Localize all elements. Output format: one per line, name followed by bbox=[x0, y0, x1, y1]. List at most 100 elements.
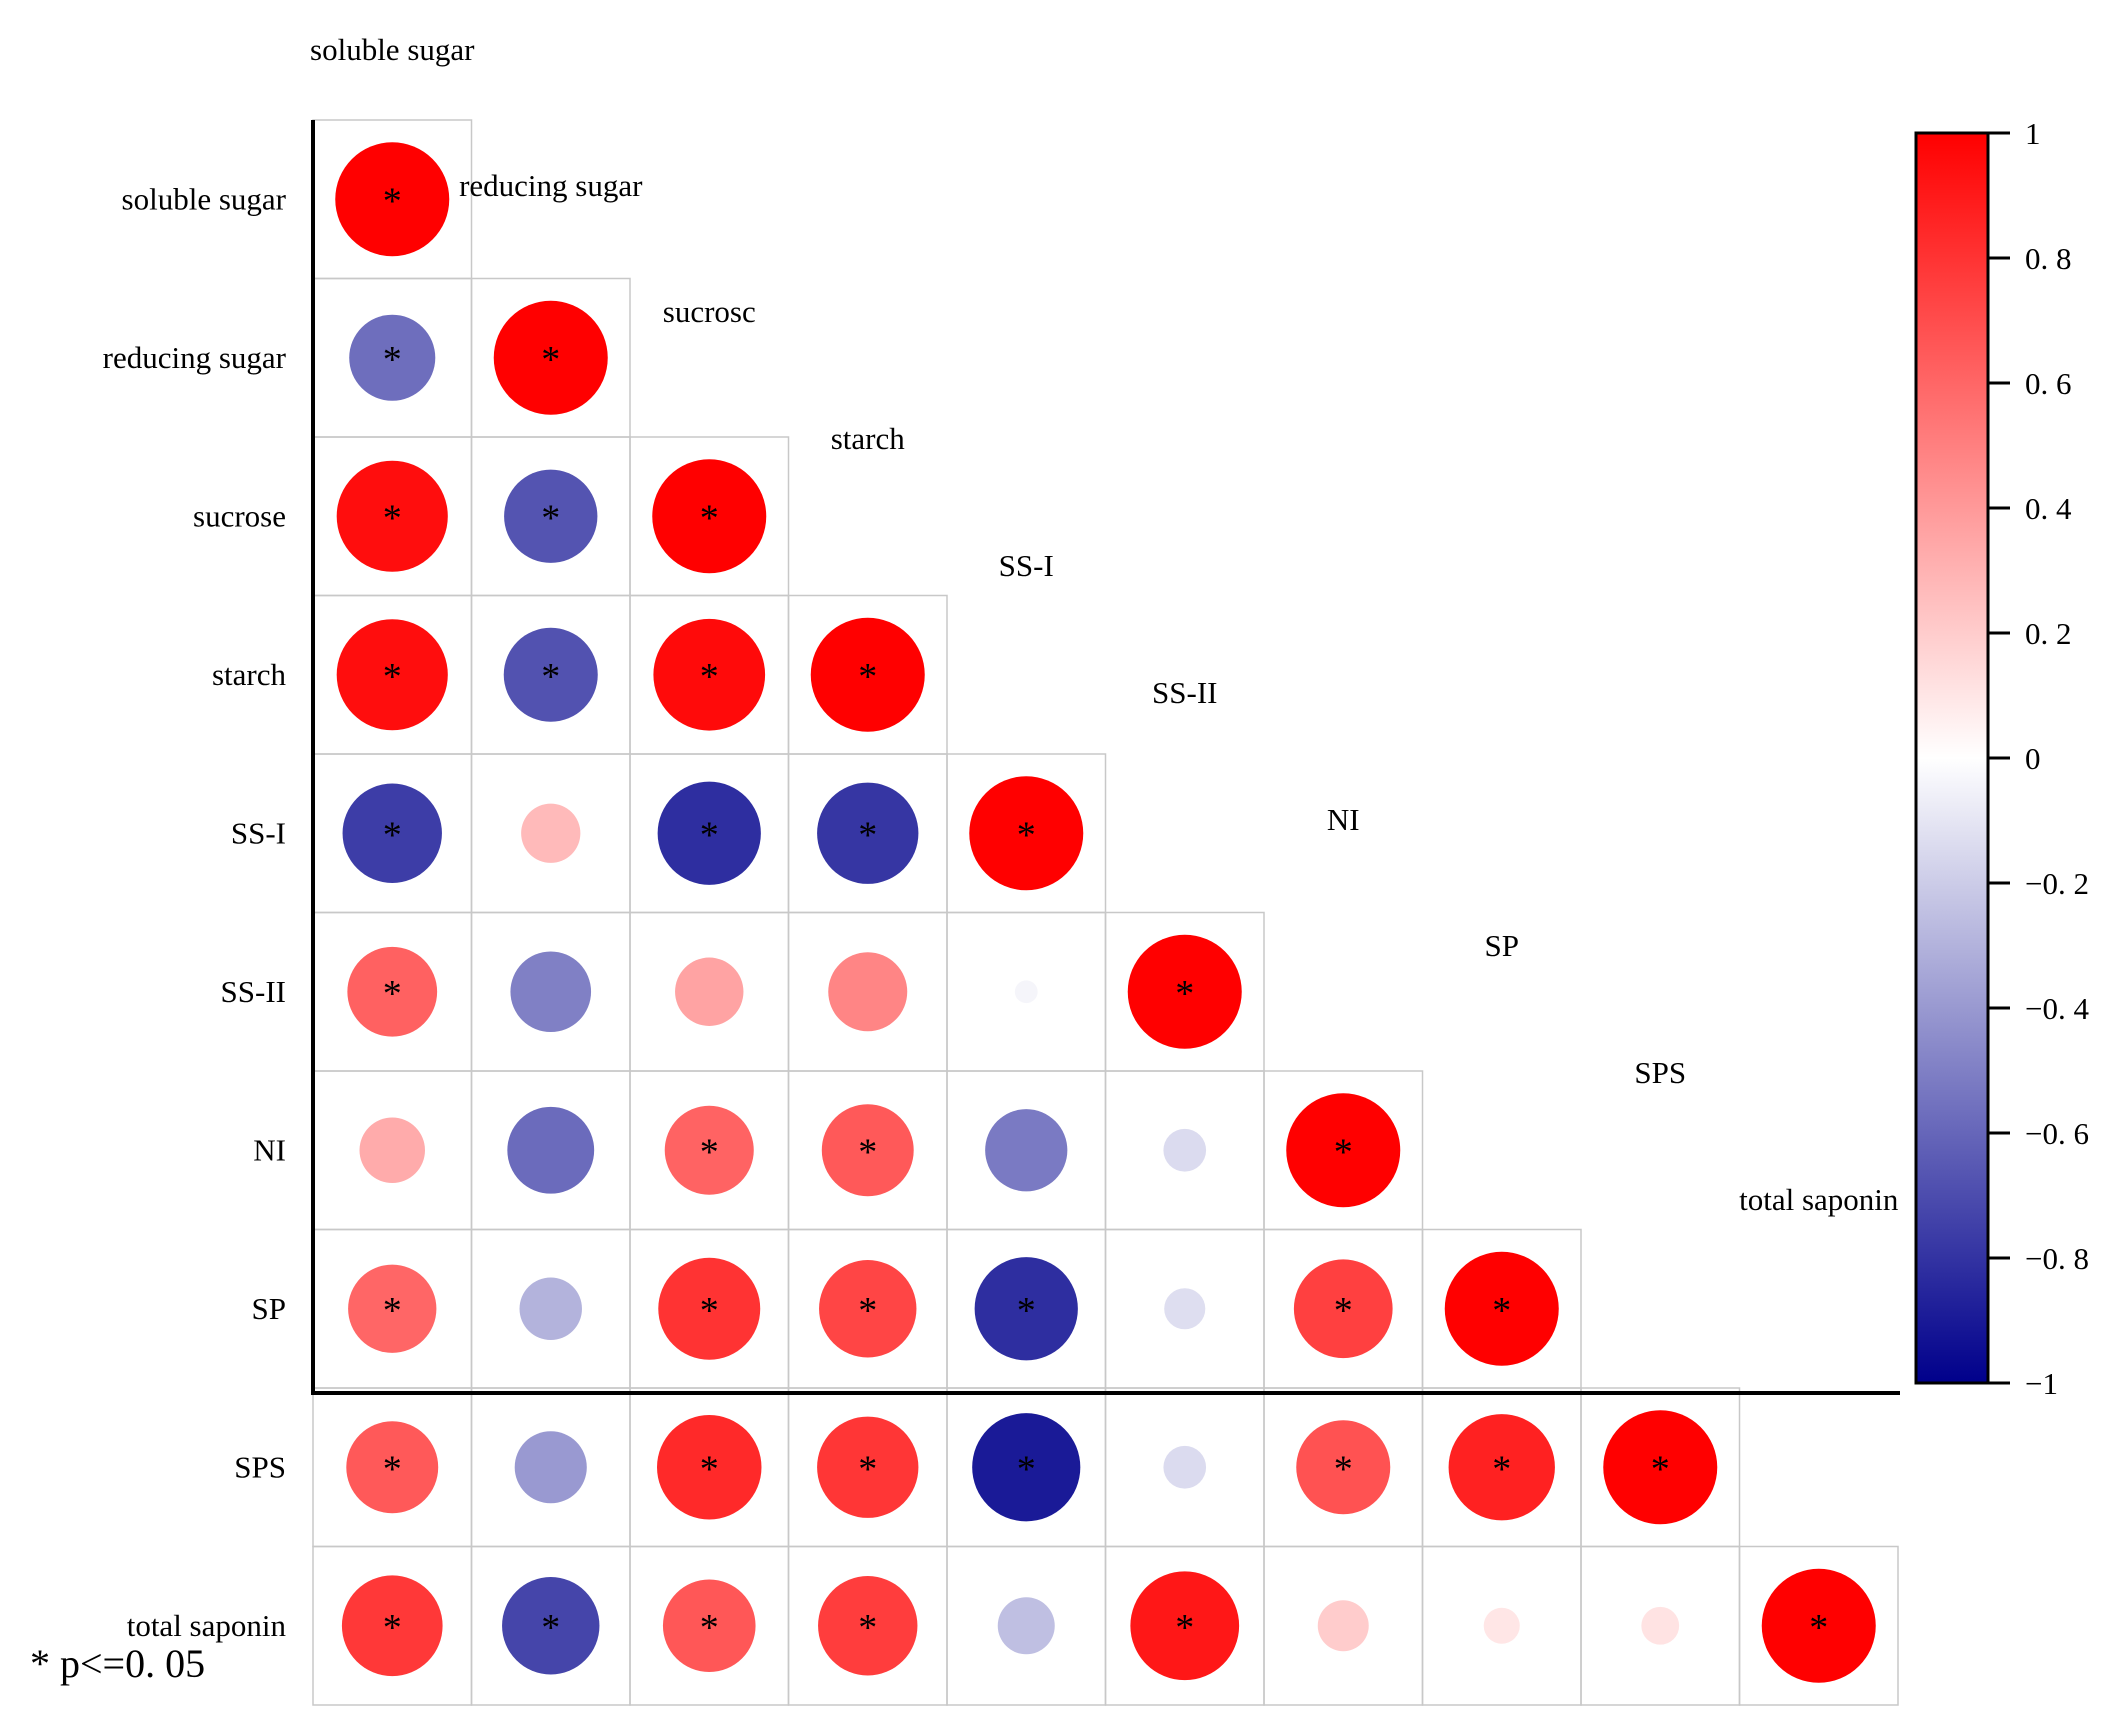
correlation-circle-8-8 bbox=[1603, 1410, 1718, 1525]
colorbar-tick-label: −0. 2 bbox=[2025, 866, 2089, 901]
correlation-circle-9-3 bbox=[818, 1576, 918, 1676]
significance-marker: * bbox=[1017, 1290, 1036, 1332]
correlation-circle-4-4 bbox=[969, 776, 1084, 891]
correlation-circle-8-5 bbox=[1163, 1445, 1207, 1489]
correlation-circle-2-0 bbox=[336, 460, 448, 572]
row-label: sucrose bbox=[193, 498, 286, 533]
row-label: reducing sugar bbox=[103, 340, 287, 375]
significance-marker: * bbox=[1017, 814, 1036, 856]
correlation-circle-6-0 bbox=[359, 1117, 425, 1183]
significance-marker: * bbox=[858, 1131, 877, 1173]
significance-marker: * bbox=[858, 1607, 877, 1649]
diagonal-label: NI bbox=[1327, 802, 1360, 837]
colorbar-tick-label: −0. 4 bbox=[2025, 991, 2089, 1026]
significance-marker: * bbox=[383, 1290, 402, 1332]
significance-marker: * bbox=[383, 180, 402, 222]
correlation-circle-5-5 bbox=[1127, 934, 1242, 1049]
colorbar-tick-label: −0. 8 bbox=[2025, 1241, 2089, 1276]
correlation-circle-9-4 bbox=[997, 1597, 1055, 1655]
row-label: SS-I bbox=[231, 815, 286, 850]
significance-marker: * bbox=[383, 814, 402, 856]
significance-marker: * bbox=[1492, 1448, 1511, 1490]
correlation-circle-9-6 bbox=[1317, 1600, 1369, 1652]
significance-marker: * bbox=[1334, 1448, 1353, 1490]
correlation-circle-5-3 bbox=[828, 952, 908, 1032]
colorbar-tick-label: 0. 8 bbox=[2025, 241, 2072, 276]
correlation-circle-7-5 bbox=[1164, 1288, 1206, 1330]
significance-marker: * bbox=[700, 1607, 719, 1649]
row-label: total saponin bbox=[127, 1608, 287, 1643]
correlation-circle-6-2 bbox=[664, 1105, 754, 1195]
correlation-circle-9-9 bbox=[1761, 1568, 1876, 1683]
correlation-circle-8-6 bbox=[1296, 1420, 1391, 1515]
significance-marker: * bbox=[383, 656, 402, 698]
diagonal-label: SS-II bbox=[1152, 675, 1217, 710]
correlation-circle-7-4 bbox=[974, 1257, 1078, 1361]
significance-marker: * bbox=[700, 656, 719, 698]
diagonal-label: starch bbox=[831, 421, 906, 456]
correlation-circle-1-1 bbox=[493, 300, 608, 415]
significance-marker: * bbox=[1175, 1607, 1194, 1649]
correlation-circle-6-4 bbox=[985, 1109, 1068, 1192]
matrix-axes bbox=[311, 120, 1900, 1395]
significance-marker: * bbox=[700, 497, 719, 539]
significance-marker: * bbox=[700, 814, 719, 856]
significance-marker: * bbox=[700, 1131, 719, 1173]
significance-marker: * bbox=[858, 656, 877, 698]
correlation-circle-0-0 bbox=[335, 142, 450, 257]
correlation-circle-5-0 bbox=[347, 946, 438, 1037]
correlation-circle-1-0 bbox=[349, 314, 436, 401]
row-label: SS-II bbox=[221, 974, 286, 1009]
variable-labels: soluble sugar reducing sugar sucrose starch… bbox=[103, 32, 1899, 1643]
significance-marker: * bbox=[1809, 1607, 1828, 1649]
significance-marker: * bbox=[858, 1290, 877, 1332]
correlation-circle-3-3 bbox=[810, 617, 925, 732]
correlation-circle-4-0 bbox=[342, 783, 442, 883]
correlation-circle-7-2 bbox=[658, 1257, 761, 1360]
diagonal-label: SP bbox=[1485, 928, 1519, 963]
correlation-circle-8-3 bbox=[817, 1416, 919, 1518]
colorbar: 1 0. 8 0. 6 0. 4 0. 2 0 −0. 2 −0. 4 −0. 6 −0. 8 −1 bbox=[1914, 116, 2089, 1401]
significance-markers: * * * * * * * * * * * * * * * * * * * * * * * * * * * * * * * * * * * * * * bbox=[383, 180, 1829, 1649]
row-label: SP bbox=[252, 1291, 286, 1326]
correlation-circle-8-0 bbox=[346, 1421, 439, 1514]
correlation-circle-4-3 bbox=[817, 782, 919, 884]
correlation-circle-9-5 bbox=[1130, 1571, 1240, 1681]
colorbar-tick-label: 0. 6 bbox=[2025, 366, 2072, 401]
correlation-circle-7-1 bbox=[519, 1277, 582, 1340]
correlation-circle-2-1 bbox=[504, 469, 598, 563]
significance-marker: * bbox=[1334, 1290, 1353, 1332]
diagonal-label: soluble sugar bbox=[310, 32, 475, 67]
correlation-circles bbox=[335, 142, 1876, 1683]
correlation-circle-8-2 bbox=[657, 1415, 762, 1520]
correlation-circle-7-7 bbox=[1444, 1251, 1559, 1366]
correlation-circle-8-4 bbox=[972, 1413, 1081, 1522]
correlation-circle-3-0 bbox=[336, 619, 448, 731]
significance-marker: * bbox=[700, 1448, 719, 1490]
significance-marker: * bbox=[1334, 1131, 1353, 1173]
diagonal-label: SS-I bbox=[999, 548, 1054, 583]
significance-marker: * bbox=[383, 339, 402, 381]
diagonal-label: sucrosc bbox=[663, 294, 756, 329]
significance-marker: * bbox=[1017, 1448, 1036, 1490]
correlation-circle-9-1 bbox=[502, 1577, 600, 1675]
correlation-circle-9-0 bbox=[341, 1575, 443, 1677]
significance-marker: * bbox=[700, 1290, 719, 1332]
matrix-cell bbox=[1738, 1545, 1899, 1706]
correlation-circle-8-1 bbox=[514, 1431, 587, 1504]
correlation-circle-7-0 bbox=[348, 1264, 437, 1353]
colorbar-tick-label: 0 bbox=[2025, 741, 2041, 776]
colorbar-tick-label: −1 bbox=[2025, 1366, 2058, 1401]
correlation-circle-6-6 bbox=[1286, 1093, 1401, 1208]
row-label: NI bbox=[253, 1132, 286, 1167]
correlation-circle-6-5 bbox=[1163, 1128, 1207, 1172]
significance-marker: * bbox=[858, 1448, 877, 1490]
correlation-circle-5-1 bbox=[510, 951, 592, 1033]
significance-marker: * bbox=[541, 497, 560, 539]
colorbar-tick-label: −0. 6 bbox=[2025, 1116, 2089, 1151]
significance-marker: * bbox=[858, 814, 877, 856]
correlation-circle-8-7 bbox=[1448, 1414, 1555, 1521]
significance-marker: * bbox=[383, 1448, 402, 1490]
significance-marker: * bbox=[383, 973, 402, 1015]
correlation-circle-9-7 bbox=[1483, 1607, 1520, 1644]
